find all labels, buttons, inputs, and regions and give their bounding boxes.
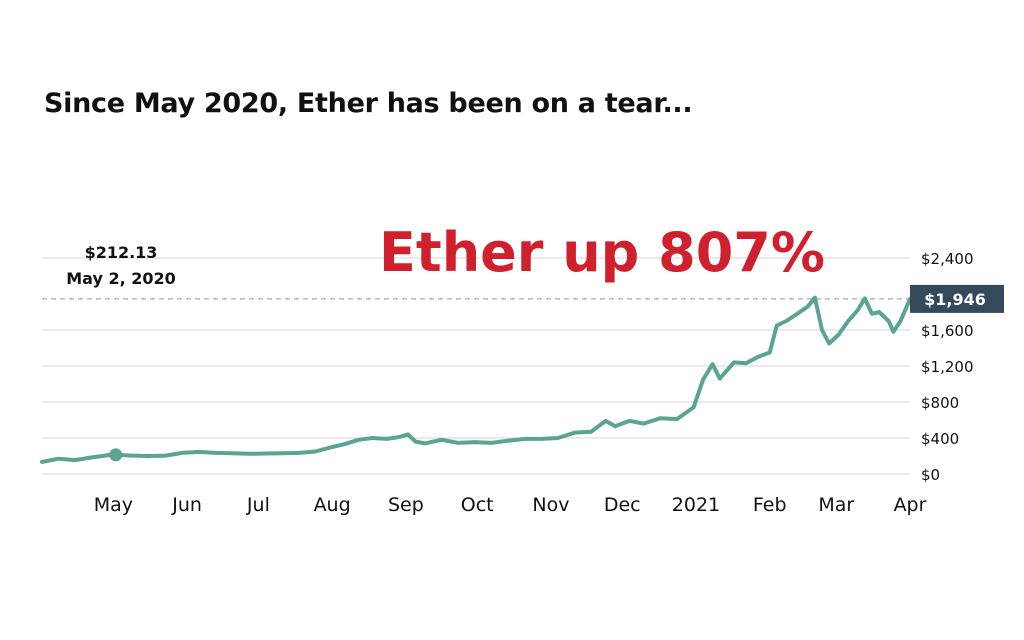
x-tick-label: Aug (314, 494, 351, 516)
chart-title: Since May 2020, Ether has been on a tear… (44, 88, 693, 119)
start-point-marker (109, 448, 123, 462)
x-tick-label: Feb (753, 494, 787, 516)
start-date-annotation: May 2, 2020 (66, 269, 176, 288)
start-value-annotation: $212.13 (85, 243, 158, 262)
headline-annotation: Ether up 807% (379, 221, 825, 284)
y-tick-label: $800 (921, 394, 959, 412)
annotations: $212.13 May 2, 2020 Ether up 807% (66, 221, 825, 288)
y-tick-label: $1,600 (921, 322, 974, 340)
x-tick-label: Sep (388, 494, 424, 516)
y-tick-label: $400 (921, 430, 959, 448)
x-tick-label: Oct (461, 494, 494, 516)
y-tick-label: $1,200 (921, 358, 974, 376)
x-tick-label: Dec (604, 494, 641, 516)
x-tick-label: Jul (246, 494, 270, 516)
x-tick-label: May (94, 494, 133, 516)
end-value-label-text: $1,946 (924, 290, 986, 309)
y-axis: $0 $400 $800 $1,200 $1,600 $2,400 (921, 250, 974, 484)
x-tick-label: Jun (171, 494, 202, 516)
gridlines (42, 257, 910, 475)
x-tick-label: Mar (818, 494, 854, 516)
x-axis: May Jun Jul Aug Sep Oct Nov Dec 2021 Feb Mar Apr (94, 494, 927, 516)
x-tick-label: 2021 (672, 494, 720, 516)
end-value-label: $1,946 (910, 284, 1004, 313)
y-tick-label: $0 (921, 466, 940, 484)
x-tick-label: Apr (894, 494, 927, 516)
ether-price-line (40, 295, 912, 464)
x-tick-label: Nov (532, 494, 569, 516)
y-tick-label: $2,400 (921, 250, 974, 268)
series-group (40, 295, 912, 464)
end-value-label-bg (910, 284, 1004, 313)
